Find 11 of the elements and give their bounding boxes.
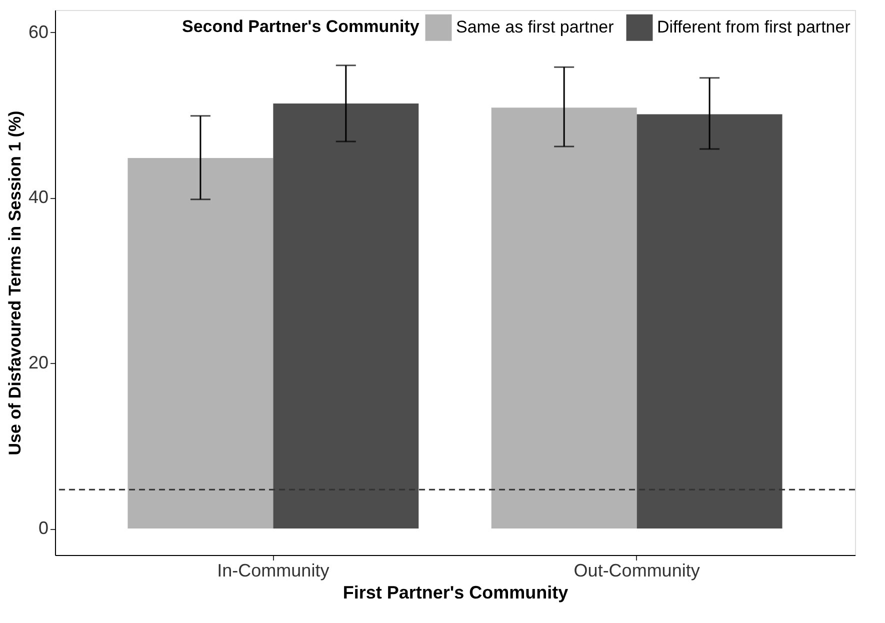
y-axis-title: Use of Disfavoured Terms in Session 1 (%) [5, 110, 24, 456]
x-tick-label: Out-Community [574, 560, 700, 580]
x-axis-title: First Partner's Community [342, 582, 568, 602]
legend-label: Different from first partner [657, 18, 851, 37]
x-tick-label: In-Community [217, 560, 330, 580]
y-tick-label: 40 [28, 187, 48, 208]
legend-title: Second Partner's Community [182, 17, 420, 36]
y-tick-label: 20 [28, 352, 48, 373]
y-tick-label: 0 [38, 518, 48, 538]
legend-label: Same as first partner [456, 18, 614, 37]
y-tick-label: 60 [28, 22, 48, 42]
